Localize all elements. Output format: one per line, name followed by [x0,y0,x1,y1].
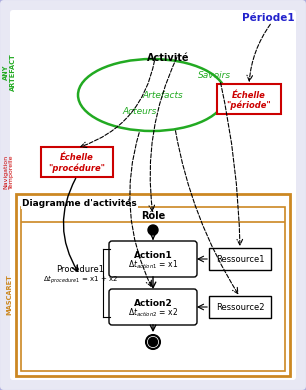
Text: Acteurs: Acteurs [123,108,157,117]
Text: Ressource1: Ressource1 [216,255,264,264]
Circle shape [148,337,158,346]
Text: Échelle: Échelle [60,154,94,163]
FancyBboxPatch shape [16,194,290,376]
Text: "procédure": "procédure" [48,163,106,173]
Text: Navigation
Temporelle: Navigation Temporelle [4,155,14,189]
Text: "période": "période" [227,100,271,110]
Circle shape [146,335,160,349]
FancyBboxPatch shape [209,296,271,318]
Text: Ressource2: Ressource2 [216,303,264,312]
Text: Diagramme d'activités: Diagramme d'activités [22,198,137,208]
Text: Rôle: Rôle [141,211,165,221]
FancyBboxPatch shape [217,84,281,114]
FancyBboxPatch shape [209,248,271,270]
Text: ANY
ARTEFACT: ANY ARTEFACT [2,53,16,91]
Text: Action2: Action2 [134,298,172,307]
FancyBboxPatch shape [10,10,296,380]
FancyBboxPatch shape [109,289,197,325]
FancyBboxPatch shape [109,241,197,277]
Text: Action1: Action1 [134,250,172,259]
Text: $\Delta t_{action2}$ = x2: $\Delta t_{action2}$ = x2 [128,307,178,319]
Text: $\Delta t_{action1}$ = x1: $\Delta t_{action1}$ = x1 [128,259,178,271]
Circle shape [148,225,158,235]
Text: Période1: Période1 [242,13,294,23]
FancyBboxPatch shape [41,147,113,177]
Text: Échelle: Échelle [232,90,266,99]
Text: Savoirs: Savoirs [198,71,232,80]
Text: $\Delta t_{procedure1}$ = x1 + x2: $\Delta t_{procedure1}$ = x1 + x2 [43,274,118,286]
Text: Procédure1: Procédure1 [56,266,104,275]
Text: MASCARET: MASCARET [6,275,12,316]
Text: Artefacts: Artefacts [143,90,183,99]
Ellipse shape [78,59,226,131]
Text: Activité: Activité [147,53,189,63]
FancyBboxPatch shape [21,207,285,371]
